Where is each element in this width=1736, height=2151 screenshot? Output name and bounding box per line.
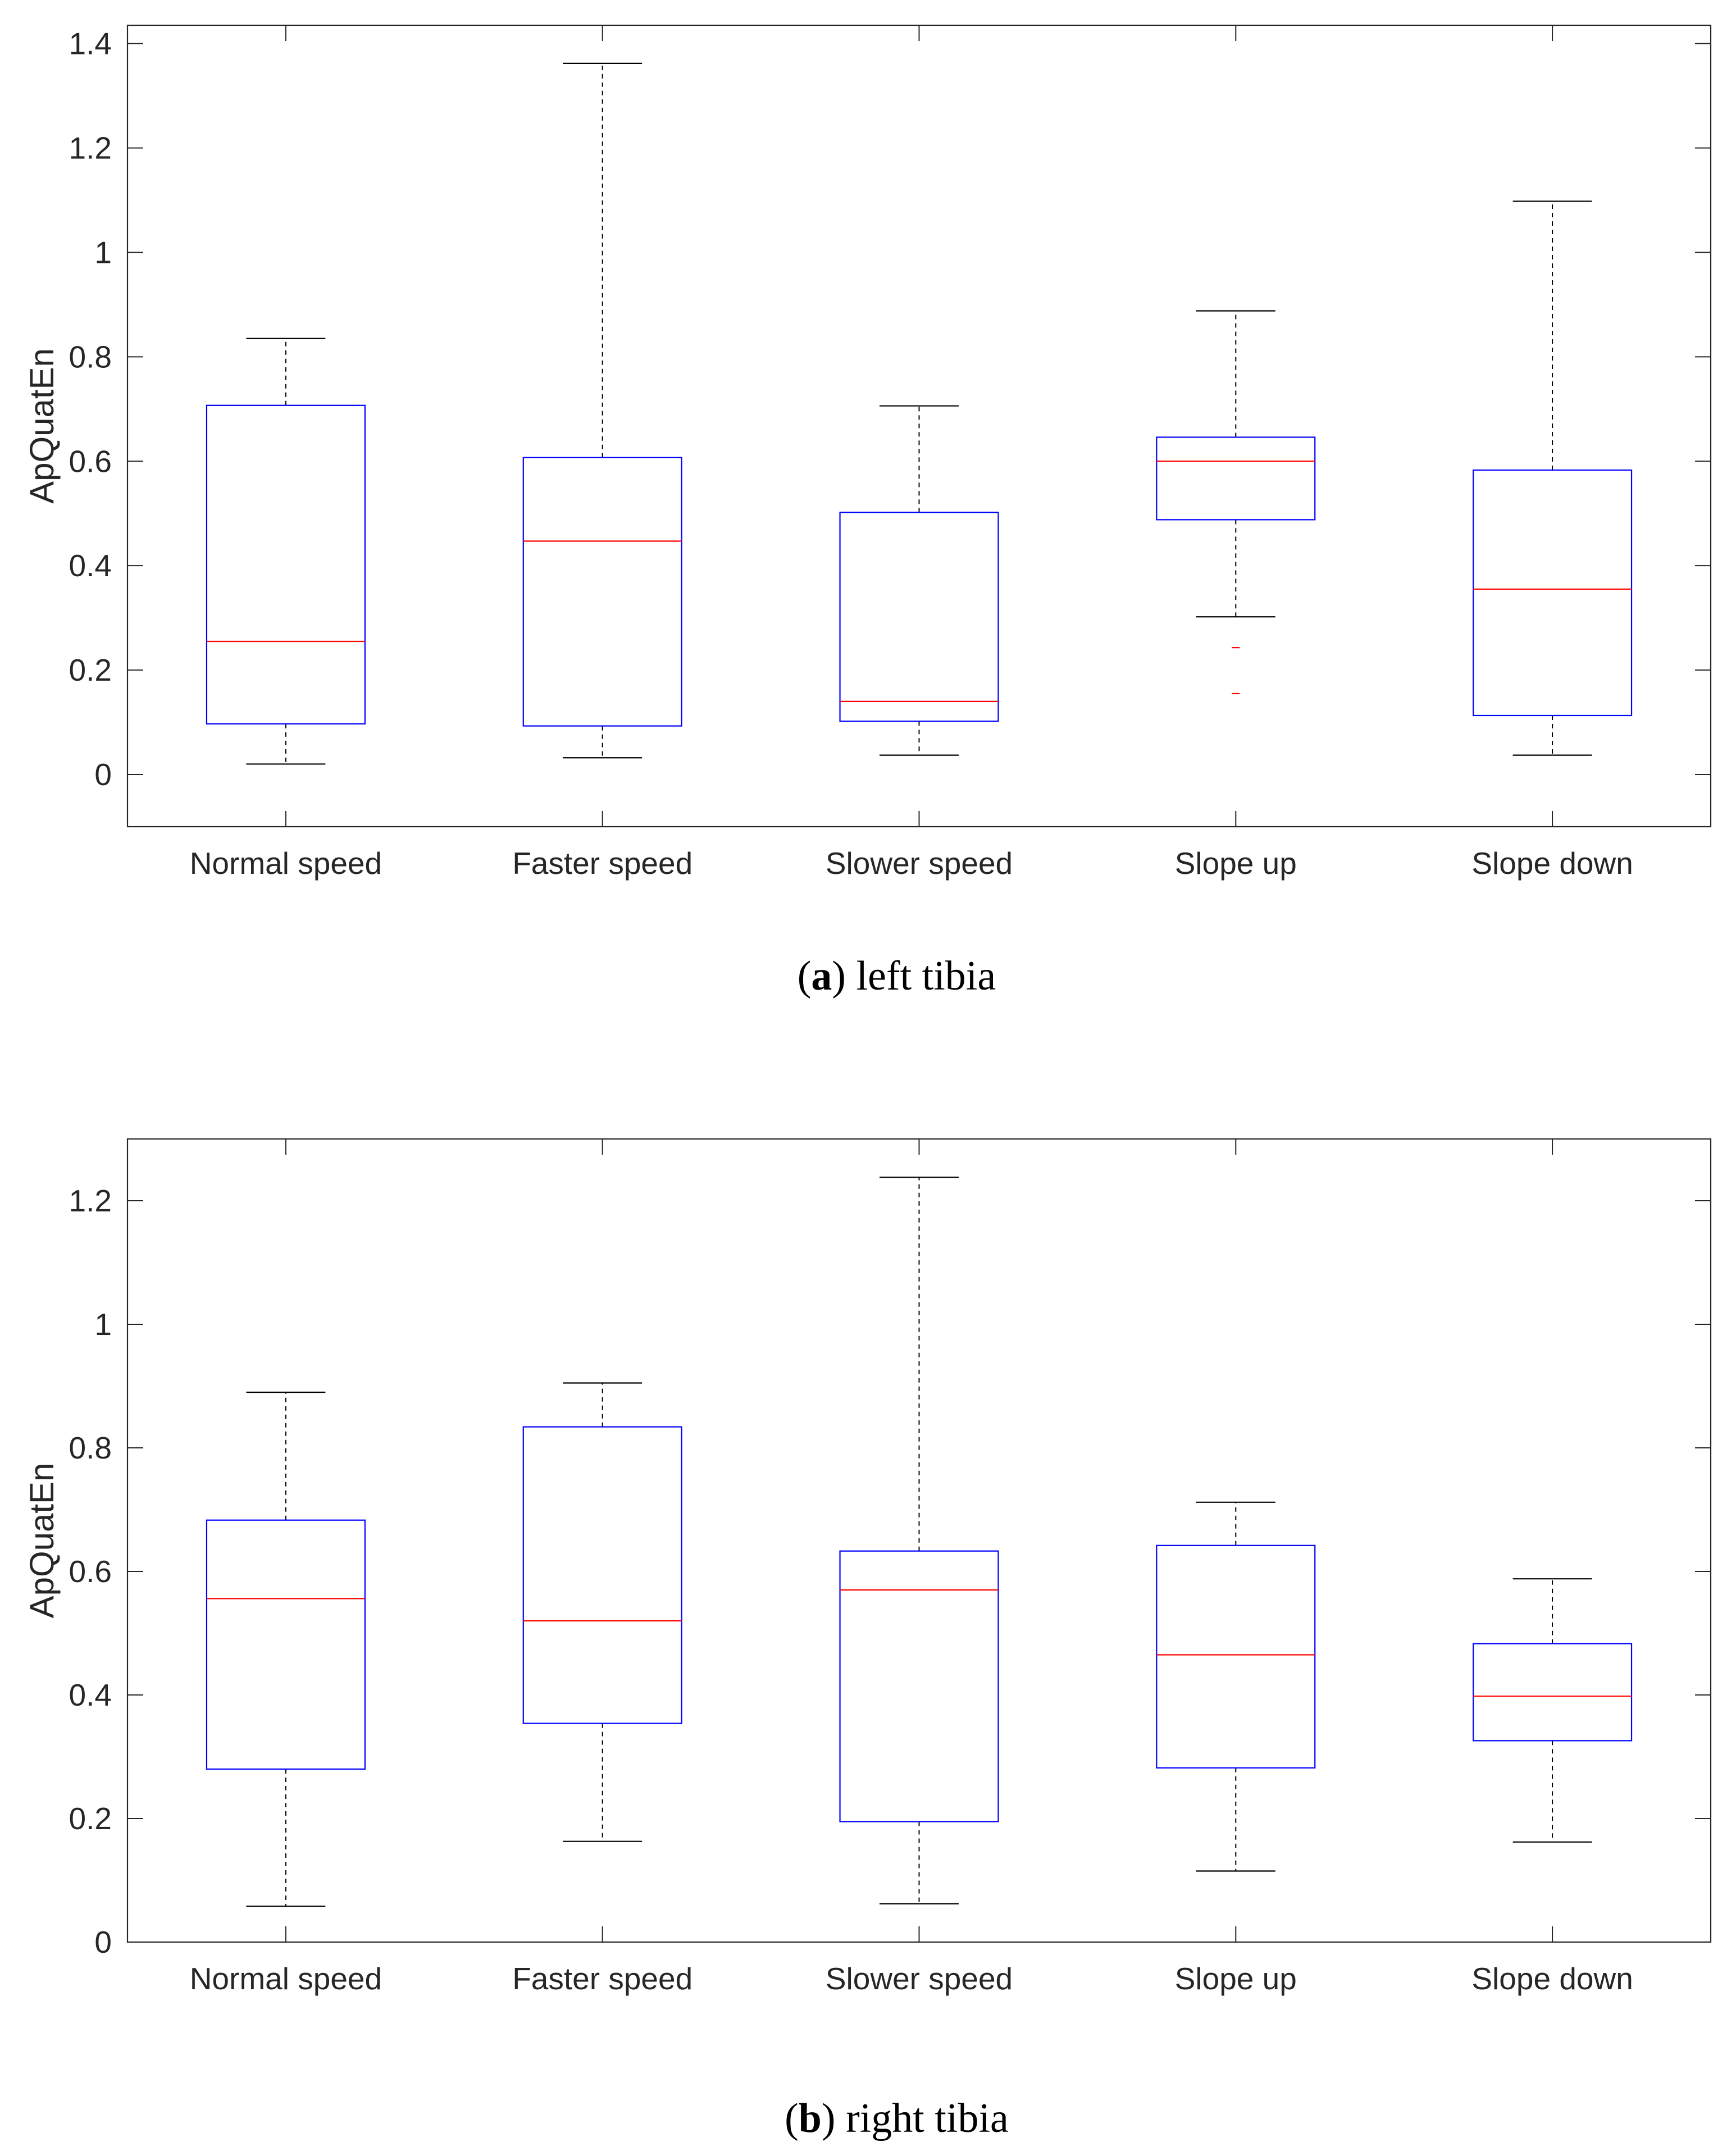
y-tick-label: 1 (94, 1307, 112, 1342)
iqr-box (206, 404, 366, 724)
x-tick-label: Normal speed (190, 846, 382, 881)
y-tick-label: 0 (94, 757, 112, 792)
x-tick-label: Slope down (1471, 846, 1633, 881)
caption-text: left tibia (846, 953, 996, 999)
box-slope-up (1156, 310, 1316, 695)
y-axis-label: ApQuatEn (23, 1463, 61, 1619)
y-tick-label: 1.2 (69, 1183, 112, 1218)
y-tick-label: 0.8 (69, 1430, 112, 1465)
x-tick-label: Faster speed (512, 1961, 692, 1996)
iqr-box (839, 1550, 999, 1822)
iqr-box (1473, 469, 1633, 717)
y-tick-label: 0.6 (69, 1554, 112, 1589)
box-slope-down (1473, 200, 1633, 756)
panel-caption: (a) left tibia (798, 953, 996, 999)
iqr-box (206, 1519, 366, 1770)
box-slower-speed (839, 1177, 999, 1904)
x-tick-label: Slope down (1471, 1961, 1633, 1996)
caption-panel-letter: b (799, 2095, 822, 2141)
y-tick-label: 1 (94, 235, 112, 270)
iqr-box (839, 512, 999, 722)
x-tick-label: Slope up (1175, 1961, 1297, 1996)
box-normal-speed (206, 1391, 366, 1907)
y-tick-label: 0.6 (69, 444, 112, 478)
iqr-box (522, 1426, 682, 1724)
iqr-box (1473, 1643, 1633, 1742)
iqr-box (1156, 1544, 1316, 1769)
x-tick-label: Faster speed (512, 846, 692, 881)
panel-a-left-tibia: 0 0.2 0.4 0.6 0.8 1 1.2 1.4 ApQuatEn Normal speed… (23, 24, 1712, 999)
y-tick-label: 0.4 (69, 548, 112, 583)
y-tick-label: 0.8 (69, 339, 112, 374)
caption-text: right tibia (836, 2095, 1009, 2141)
box-slope-up (1156, 1501, 1316, 1872)
y-tick-label: 0.2 (69, 653, 112, 687)
x-tick-label: Slower speed (826, 846, 1013, 881)
x-tick-label: Slower speed (826, 1961, 1013, 1996)
box-faster-speed (522, 1382, 682, 1842)
y-tick-label: 1.2 (69, 130, 112, 165)
iqr-box (1156, 436, 1316, 521)
caption-open-paren: ( (798, 953, 812, 999)
y-tick-label: 0.2 (69, 1801, 112, 1836)
caption-close-paren: ) (822, 2095, 836, 2141)
panel-b-right-tibia: 0 0.2 0.4 0.6 0.8 1 1.2 ApQuatEn Normal speed Fas… (23, 1138, 1712, 2141)
panel-caption: (b) right tibia (785, 2095, 1009, 2141)
caption-open-paren: ( (785, 2095, 799, 2141)
y-tick-label: 1.4 (69, 26, 112, 61)
y-tick-label: 0 (94, 1925, 112, 1959)
x-tick-label: Normal speed (190, 1961, 382, 1996)
box-faster-speed (522, 62, 682, 759)
x-tick-label: Slope up (1175, 846, 1297, 881)
box-slower-speed (839, 405, 999, 756)
caption-panel-letter: a (811, 953, 832, 999)
iqr-box (522, 457, 682, 727)
y-tick-label: 0.4 (69, 1678, 112, 1712)
box-normal-speed (206, 338, 366, 765)
y-axis-label: ApQuatEn (23, 348, 61, 504)
caption-close-paren: ) (832, 953, 846, 999)
box-slope-down (1473, 1578, 1633, 1843)
